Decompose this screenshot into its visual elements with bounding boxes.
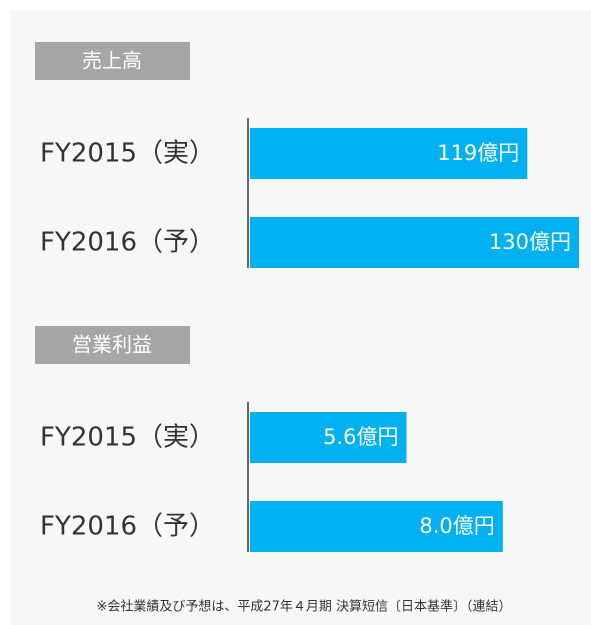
bar: [250, 412, 407, 463]
value-label: 5.6億円: [323, 425, 398, 449]
chart-title: 営業利益: [72, 333, 152, 357]
category-label: FY2016（予）: [40, 512, 215, 542]
value-label: 130億円: [489, 230, 571, 254]
bar: [250, 501, 503, 552]
category-label: FY2015（実）: [40, 139, 215, 169]
title-box: [35, 42, 190, 80]
bar: [250, 217, 579, 268]
footnote: ※会社業績及び予想は、平成27年４月期 決算短信〔日本基準〕（連結）: [96, 599, 511, 615]
category-label: FY2015（実）: [40, 423, 215, 453]
title-box: [35, 326, 190, 364]
bar: [250, 128, 528, 179]
value-label: 8.0億円: [419, 514, 494, 538]
category-label: FY2016（予）: [40, 228, 215, 258]
chart-title: 売上高: [82, 49, 142, 73]
value-label: 119億円: [437, 141, 519, 165]
